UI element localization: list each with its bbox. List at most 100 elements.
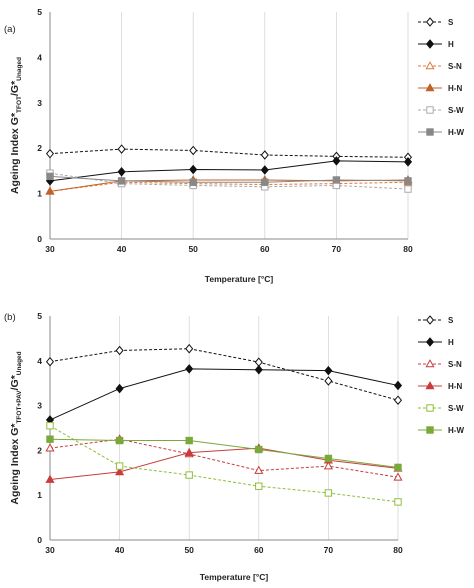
- legend-label: S: [448, 18, 454, 27]
- x-tick-label: 60: [260, 244, 270, 254]
- legend-item-s-w: S-W: [418, 106, 464, 115]
- y-axis-label-part: /G*: [9, 374, 21, 390]
- x-tick-label: 70: [332, 244, 342, 254]
- series-line: [49, 175, 409, 183]
- panel-label: (a): [4, 24, 16, 35]
- series-line: [49, 438, 399, 478]
- y-tick-label: 2: [37, 143, 42, 153]
- x-tick-label: 30: [45, 244, 55, 254]
- data-point: [115, 466, 125, 476]
- legend-marker: [425, 359, 435, 368]
- legend-label: S-W: [448, 404, 464, 413]
- legend-label: S: [448, 316, 454, 325]
- series-h-n: [45, 443, 403, 483]
- data-point: [323, 461, 333, 470]
- series-line: [49, 348, 399, 401]
- series-line: [49, 438, 399, 468]
- legend-label: S-N: [448, 360, 462, 369]
- legend-marker: [425, 315, 435, 325]
- data-point: [393, 395, 403, 405]
- series-line: [49, 447, 399, 481]
- data-point: [394, 463, 402, 472]
- legend-item-h-w: H-W: [418, 426, 464, 435]
- data-point: [324, 365, 333, 376]
- x-tick-label: 40: [117, 244, 127, 254]
- data-point: [254, 364, 263, 375]
- legend-marker: [426, 128, 434, 136]
- legend-label: S-N: [448, 62, 462, 71]
- data-point: [45, 148, 55, 159]
- x-tick-label: 80: [403, 244, 413, 254]
- y-tick-label: 4: [37, 52, 42, 62]
- data-point: [404, 177, 412, 185]
- data-point: [46, 172, 54, 181]
- data-point: [185, 436, 193, 445]
- chart-panel-a: 0 1 2 3 4 5 30 40 50 60 70 80 Temperature [°C] Ageing…: [4, 7, 464, 284]
- series-s-n: [45, 434, 403, 481]
- data-point: [324, 376, 333, 386]
- chart-panel-b: 0 1 2 3 4 5 30 40 50 60 70 80 Temperature [°C] Ageing…: [4, 311, 464, 582]
- series-h: [45, 364, 403, 425]
- data-point: [115, 436, 124, 445]
- data-point: [255, 445, 263, 454]
- data-point: [185, 364, 194, 374]
- legend-item-s: S: [418, 315, 454, 325]
- legend-item-h-n: H-N: [418, 83, 462, 93]
- legend-marker: [425, 337, 435, 347]
- panel-label: (b): [4, 312, 16, 323]
- x-tick-label: 50: [184, 545, 194, 555]
- legend-marker: [426, 106, 434, 114]
- data-point: [115, 462, 124, 470]
- x-axis-label: Temperature [°C]: [205, 274, 274, 284]
- y-tick-label: 5: [37, 7, 42, 17]
- y-axis-label: Ageing Index G*TFOT+PAV/G*Unaged: [9, 351, 23, 504]
- y-axis-label-part: Ageing Index G*: [9, 112, 21, 194]
- data-point: [255, 482, 263, 490]
- data-point: [45, 474, 55, 483]
- series-line: [49, 368, 399, 421]
- legend-label: H: [448, 338, 454, 347]
- y-tick-label: 0: [37, 234, 42, 244]
- x-tick-label: 30: [45, 545, 55, 555]
- data-point: [324, 489, 333, 497]
- y-tick-label: 1: [37, 189, 42, 199]
- data-point: [115, 383, 124, 394]
- y-axis-label-subscript: TFOT+PAV: [16, 390, 23, 424]
- data-point: [45, 443, 55, 452]
- data-point: [45, 356, 55, 367]
- y-tick-label: 2: [37, 445, 42, 455]
- series-h-w: [46, 435, 402, 472]
- legend-marker: [425, 17, 435, 27]
- data-point: [185, 471, 193, 479]
- y-axis-label-subscript: TFOT: [16, 96, 23, 113]
- legend-label: H-N: [448, 84, 462, 93]
- x-tick-label: 50: [188, 244, 198, 254]
- series-s: [45, 144, 413, 163]
- data-point: [45, 186, 55, 195]
- data-point: [393, 472, 403, 481]
- y-tick-label: 3: [37, 401, 42, 411]
- series-line: [49, 425, 399, 503]
- data-point: [332, 176, 341, 184]
- legend-item-h-w: H-W: [418, 128, 464, 137]
- legend-marker: [426, 404, 434, 412]
- y-tick-label: 0: [37, 535, 42, 545]
- x-tick-label: 60: [254, 545, 264, 555]
- legend-marker: [425, 61, 435, 70]
- y-axis-label-subscript: Unaged: [16, 57, 23, 81]
- legend-label: H: [448, 40, 454, 49]
- legend-label: H-W: [448, 128, 464, 137]
- series-line: [49, 160, 409, 182]
- data-point: [404, 185, 412, 193]
- data-point: [403, 157, 413, 167]
- data-point: [332, 156, 341, 166]
- y-tick-label: 5: [37, 311, 42, 321]
- data-point: [254, 465, 264, 474]
- data-point: [260, 150, 269, 160]
- data-point: [189, 178, 197, 186]
- data-point: [117, 144, 126, 154]
- legend-marker: [425, 381, 435, 390]
- data-point: [189, 164, 198, 175]
- y-axis-label-part: Ageing Index G*: [9, 423, 21, 505]
